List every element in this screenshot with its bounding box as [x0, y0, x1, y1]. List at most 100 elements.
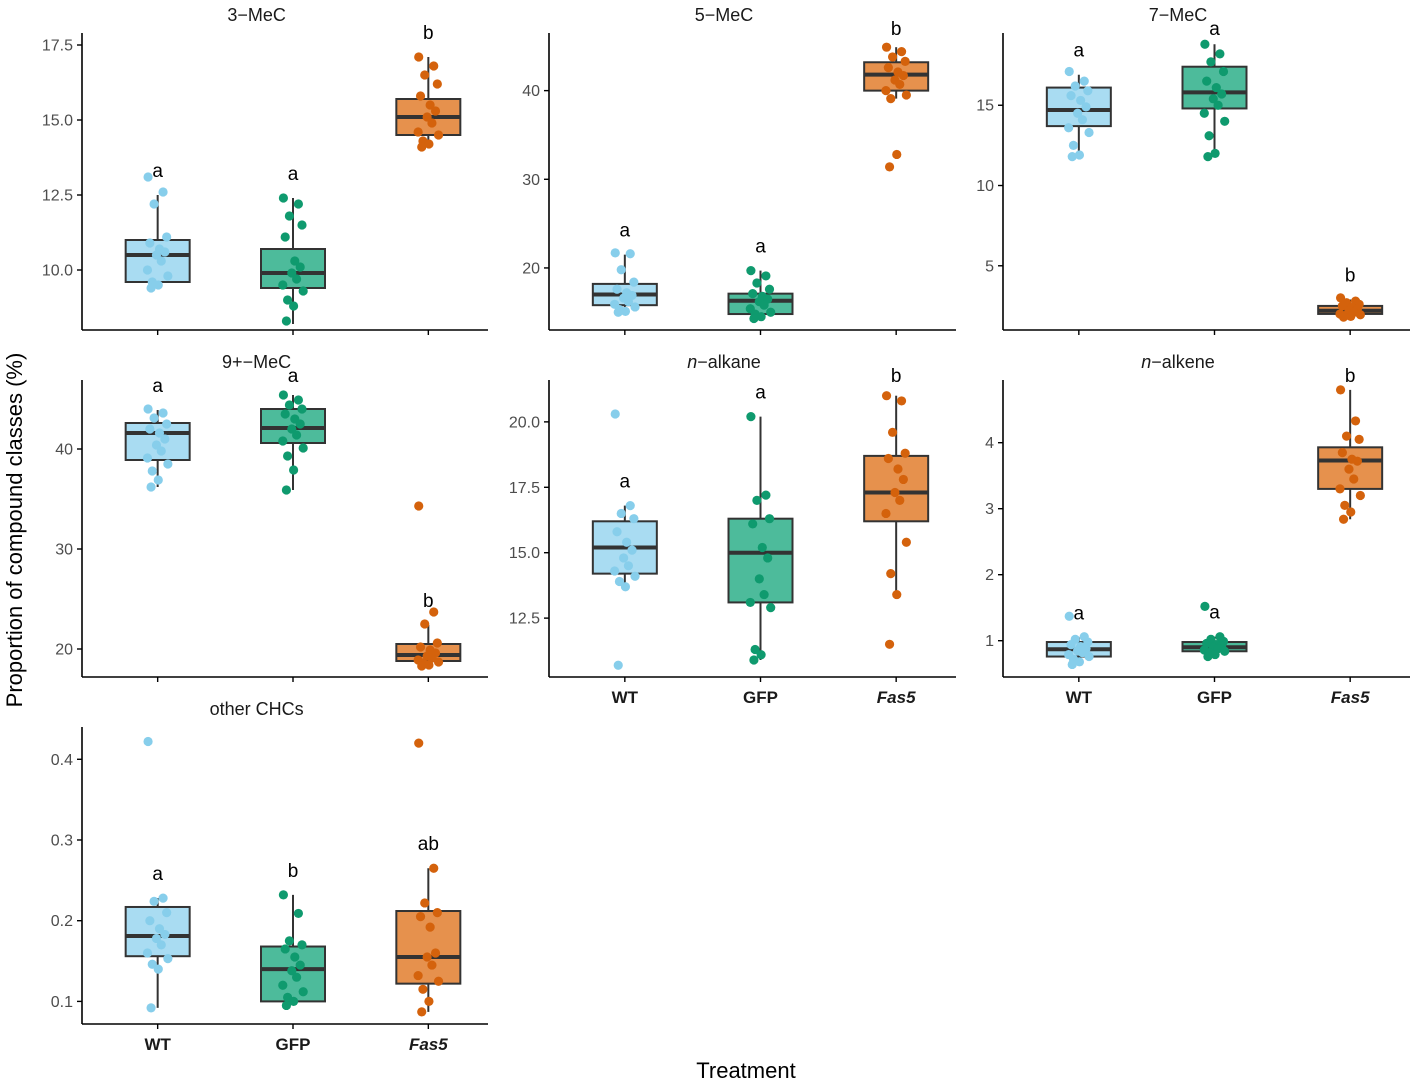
- data-point: [745, 597, 755, 608]
- data-point: [627, 545, 637, 555]
- significance-letter: a: [755, 383, 766, 404]
- data-point: [629, 514, 639, 524]
- data-point: [1064, 611, 1074, 621]
- data-point: [1066, 91, 1076, 101]
- data-point: [1081, 102, 1091, 112]
- data-point: [158, 893, 168, 903]
- data-point: [748, 289, 758, 299]
- data-point: [748, 519, 758, 529]
- data-point: [153, 280, 163, 290]
- y-tick-label: 12.5: [42, 188, 73, 205]
- data-point: [146, 1003, 156, 1013]
- data-point: [163, 954, 173, 964]
- box-gfp: [260, 248, 326, 289]
- data-point: [892, 589, 902, 600]
- data-point: [280, 944, 290, 954]
- panel-title: n−alkene: [1141, 352, 1215, 372]
- data-point: [292, 972, 302, 982]
- y-tick-label: 20: [522, 260, 540, 277]
- data-point: [418, 984, 428, 994]
- panel-title-italic-prefix: n: [687, 352, 697, 372]
- category-label-fas5: Fas5: [409, 1035, 448, 1054]
- data-point: [1208, 94, 1218, 104]
- significance-letter: b: [1345, 265, 1356, 286]
- data-point: [283, 451, 293, 461]
- data-point: [1346, 507, 1356, 517]
- data-point: [156, 446, 166, 456]
- data-point: [149, 896, 159, 906]
- data-point: [433, 657, 444, 667]
- data-point: [764, 514, 775, 524]
- data-point: [754, 574, 764, 584]
- data-point: [427, 118, 437, 128]
- data-point: [620, 582, 631, 592]
- data-point: [145, 424, 155, 434]
- data-point: [1067, 659, 1077, 670]
- data-point: [1070, 81, 1080, 91]
- data-point: [1337, 301, 1347, 311]
- data-point: [281, 485, 291, 495]
- data-point: [158, 187, 168, 197]
- data-point: [1074, 150, 1085, 160]
- data-point: [417, 142, 427, 152]
- data-point: [1355, 310, 1365, 320]
- data-point: [610, 248, 620, 258]
- data-point: [278, 193, 288, 203]
- data-point: [884, 162, 895, 172]
- y-tick-label: 10.0: [42, 263, 73, 280]
- data-point: [612, 284, 622, 294]
- data-point: [893, 464, 903, 474]
- data-point: [424, 139, 434, 149]
- data-point: [142, 948, 153, 958]
- y-tick-label: 0.1: [51, 994, 73, 1011]
- data-point: [289, 301, 299, 311]
- panel-title: 7−MeC: [1149, 5, 1208, 25]
- data-point: [432, 638, 442, 648]
- data-point: [1076, 95, 1086, 106]
- data-point: [1084, 651, 1094, 662]
- data-point: [432, 79, 442, 89]
- y-axis-title: Proportion of compound classes (%): [2, 353, 27, 708]
- y-tick-label: 20: [55, 642, 73, 659]
- significance-letter: a: [1074, 41, 1085, 62]
- data-point: [420, 619, 430, 629]
- data-point: [610, 566, 620, 576]
- data-point: [295, 262, 305, 272]
- data-point: [298, 286, 308, 296]
- y-tick-label: 15.0: [42, 113, 73, 130]
- data-point: [149, 199, 159, 209]
- data-point: [1335, 484, 1345, 494]
- y-tick-label: 30: [55, 542, 73, 559]
- panel-2: 5−MeC 20 30 40 a a b: [522, 5, 956, 335]
- category-label-gfp: GFP: [743, 688, 778, 707]
- y-tick-label: 4: [985, 435, 994, 452]
- data-point: [162, 232, 172, 242]
- data-point: [289, 996, 299, 1007]
- data-point: [1338, 514, 1349, 524]
- data-point: [895, 79, 905, 90]
- data-point: [278, 436, 288, 446]
- data-point: [162, 908, 172, 918]
- data-point: [146, 482, 156, 492]
- data-point: [281, 316, 291, 326]
- data-point: [623, 297, 634, 307]
- data-point: [881, 508, 891, 519]
- y-tick-label: 2: [985, 567, 994, 584]
- y-tick-label: 17.5: [42, 38, 73, 55]
- data-point: [160, 929, 170, 940]
- data-point: [290, 952, 300, 962]
- data-point: [298, 443, 308, 453]
- y-tick-label: 30: [522, 172, 540, 189]
- significance-letter: b: [423, 591, 434, 612]
- data-point: [896, 47, 907, 57]
- data-point: [1335, 385, 1346, 395]
- category-label-gfp: GFP: [1197, 688, 1232, 707]
- data-point: [614, 576, 625, 587]
- data-point: [414, 52, 424, 62]
- data-point: [886, 569, 896, 579]
- data-point: [153, 964, 163, 974]
- data-point: [764, 284, 775, 294]
- data-point: [153, 475, 163, 485]
- significance-letter: a: [1209, 603, 1220, 624]
- data-point: [630, 302, 640, 312]
